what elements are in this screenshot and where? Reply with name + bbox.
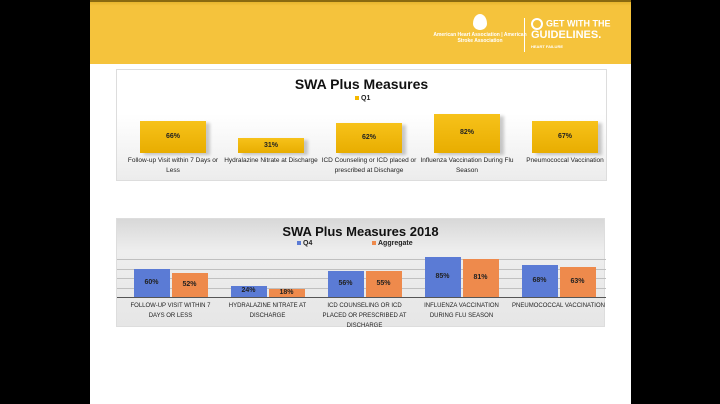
- heart-torch-icon: [473, 14, 487, 30]
- bar-q4: [230, 285, 267, 297]
- data-label: 18%: [279, 288, 294, 296]
- legend-label: Q1: [361, 95, 371, 102]
- data-label: 62%: [361, 134, 376, 142]
- gwtg-line3: HEART FAILURE: [531, 44, 563, 49]
- category-label: ICD Counseling or ICD placed or prescrib…: [321, 157, 417, 174]
- bar-q1: [336, 123, 402, 153]
- gridline: [117, 259, 606, 261]
- legend-item-aggregate: Aggregate: [372, 240, 413, 247]
- bar-aggregate: [365, 271, 402, 297]
- data-label: 85%: [435, 273, 450, 281]
- legend-swatch: [297, 241, 301, 246]
- bar-q4: [327, 270, 364, 297]
- bar-q1: [532, 120, 598, 153]
- bar-aggregate: [462, 258, 499, 297]
- data-label: 82%: [459, 129, 474, 137]
- chart-swa-plus-measures-2018: SWA Plus Measures 2018 Q4 Aggregate 60% 5…: [116, 218, 606, 329]
- legend-swatch: [372, 241, 376, 246]
- category-label: HYDRALAZINE NITRATE AT DISCHARGE: [228, 303, 307, 319]
- data-label: 52%: [182, 280, 197, 288]
- data-label: 66%: [165, 133, 180, 141]
- data-label: 68%: [532, 277, 547, 285]
- category-label: Follow-up Visit within 7 Days or Less: [127, 157, 219, 174]
- category-label: ICD COUNSELING OR ICD PLACED OR PRESCRIB…: [322, 303, 407, 329]
- bar-q4: [133, 268, 170, 297]
- legend-item-q4: Q4: [297, 240, 312, 247]
- aha-logo: American Heart Association | American St…: [430, 14, 530, 54]
- bar-q1: [140, 121, 206, 153]
- bar-aggregate: [171, 272, 208, 297]
- gwtg-logo: GET WITH THE GUIDELINES. HEART FAILURE: [524, 18, 611, 52]
- gridline: [117, 268, 606, 270]
- legend-item-q1: Q1: [355, 95, 370, 102]
- aha-logo-text: American Heart Association | American St…: [433, 32, 527, 44]
- category-label: Influenza Vaccination During Flu Season: [420, 157, 514, 174]
- category-label: INFLUENZA VACCINATION DURING FLU SEASON: [424, 303, 499, 319]
- data-label: 31%: [263, 141, 278, 149]
- data-label: 63%: [570, 278, 585, 286]
- chart-title: SWA Plus Measures: [294, 76, 429, 92]
- bar-q4: [424, 257, 461, 297]
- data-label: 55%: [376, 280, 391, 288]
- legend-label: Aggregate: [378, 240, 413, 247]
- gwtg-line1: GET WITH THE: [546, 18, 611, 29]
- legend-label: Q4: [303, 240, 313, 247]
- header-banner: American Heart Association | American St…: [90, 0, 631, 64]
- category-label: PNEUMOCOCCAL VACCINATION: [512, 303, 605, 309]
- ring-icon: [531, 18, 543, 30]
- category-label: Hydralazine Nitrate at Discharge: [224, 157, 318, 164]
- gwtg-line2: GUIDELINES.: [531, 29, 602, 41]
- data-label: 67%: [557, 132, 572, 140]
- slide: American Heart Association | American St…: [90, 0, 631, 404]
- data-label: 56%: [338, 279, 353, 287]
- bar-aggregate: [268, 288, 305, 297]
- chart-title: SWA Plus Measures 2018: [282, 224, 439, 239]
- legend-swatch: [355, 96, 359, 101]
- data-label: 60%: [144, 278, 159, 286]
- data-label: 24%: [241, 287, 256, 295]
- chart-swa-plus-measures: SWA Plus Measures Q1 66% Follow-up Visit …: [116, 69, 607, 181]
- x-axis: [117, 297, 606, 298]
- bar-aggregate: [559, 267, 596, 297]
- bar-q1: [434, 113, 500, 153]
- bar-q4: [521, 265, 558, 297]
- bar-q1: [238, 138, 304, 153]
- category-label: FOLLOW-UP VISIT WITHIN 7 DAYS OR LESS: [130, 303, 211, 319]
- category-label: Pneumococcal Vaccination: [526, 157, 604, 164]
- data-label: 81%: [473, 273, 488, 281]
